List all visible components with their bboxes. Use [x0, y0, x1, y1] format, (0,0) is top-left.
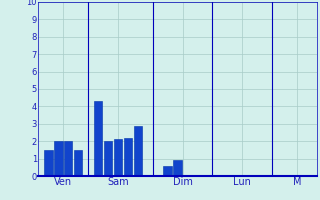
Bar	[94, 101, 102, 176]
Bar	[104, 141, 112, 176]
Bar	[54, 141, 62, 176]
Bar	[74, 150, 82, 176]
Bar	[114, 139, 122, 176]
Bar	[124, 138, 132, 176]
Bar	[64, 141, 72, 176]
Bar	[134, 126, 142, 176]
Bar	[164, 166, 172, 176]
Bar	[44, 150, 52, 176]
Bar	[173, 160, 182, 176]
